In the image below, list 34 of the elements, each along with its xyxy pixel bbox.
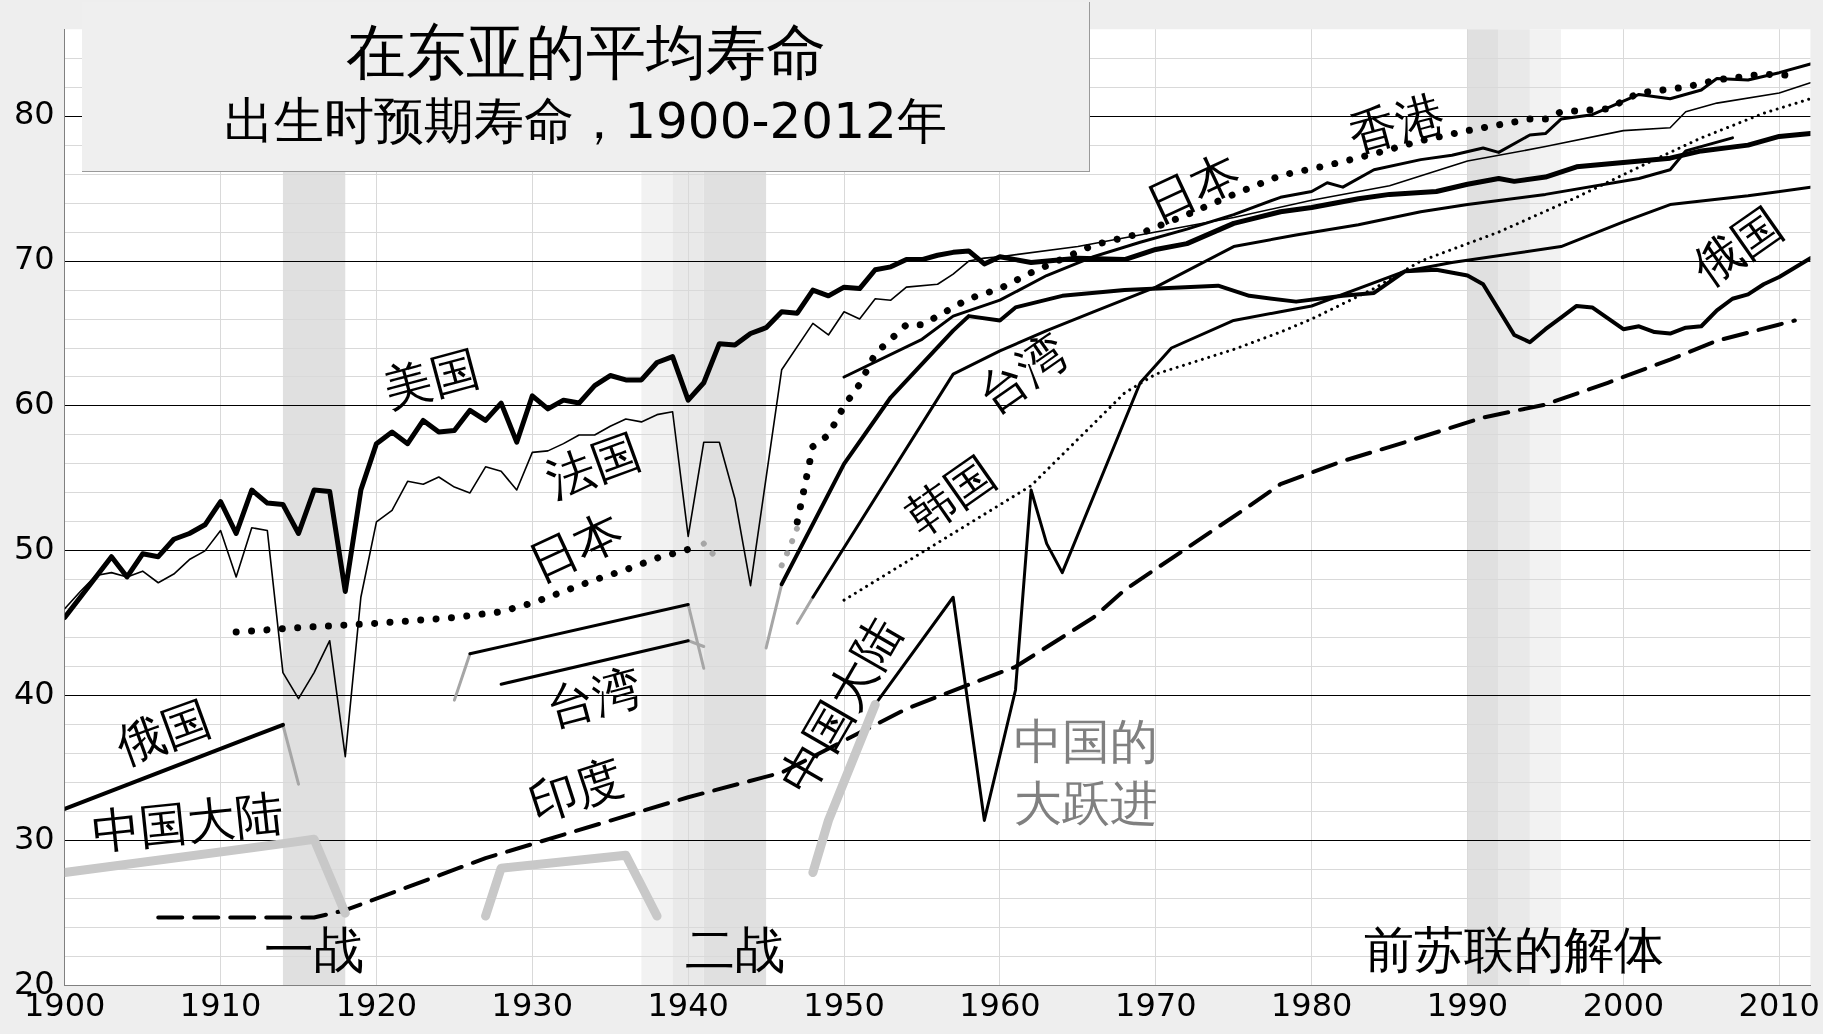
x-tick-label: 1910 (179, 986, 262, 1025)
y-tick-label: 50 (14, 529, 55, 568)
x-tick-label: 2000 (1582, 986, 1665, 1025)
x-tick-label: 1930 (491, 986, 574, 1025)
annotation: 中国的 (1014, 712, 1159, 769)
y-tick-label: 30 (14, 819, 55, 857)
band-label: 二战 (684, 920, 785, 979)
x-tick-label: 1940 (647, 986, 729, 1025)
band-label: 一战 (264, 920, 365, 979)
text: 台湾 (539, 657, 648, 737)
x-tick-label: 2010 (1738, 986, 1820, 1025)
text: 台湾 (966, 322, 1078, 424)
annotation: 大跃进 (1014, 774, 1159, 831)
text: 日本 (1137, 141, 1249, 234)
x-tick-label: 1970 (1115, 986, 1197, 1025)
y-tick-label: 70 (14, 239, 55, 278)
y-tick-label: 40 (14, 674, 55, 713)
text: 印度 (521, 748, 631, 832)
text: 韩国 (895, 444, 1006, 546)
x-tick-label: 1960 (959, 986, 1041, 1025)
x-tick-label: 1990 (1426, 986, 1509, 1025)
y-tick-label: 60 (14, 384, 55, 423)
x-tick-label: 1950 (803, 986, 885, 1025)
y-tick-label: 80 (14, 94, 55, 133)
x-tick-label: 1920 (335, 986, 418, 1025)
text: 俄国 (108, 689, 218, 775)
chart-title: 在东亚的平均寿命 (344, 16, 827, 88)
text: 中国大陆 (88, 783, 286, 860)
x-tick-label: 1980 (1270, 986, 1353, 1025)
title-panel: 在东亚的平均寿命 出生时预期寿命，1900-2012年 (82, 2, 1090, 172)
text: 俄国 (1682, 195, 1794, 297)
band-label: 前苏联的解体 (1364, 920, 1665, 979)
text: 香港 (1342, 83, 1450, 163)
text: 美国 (377, 338, 485, 418)
